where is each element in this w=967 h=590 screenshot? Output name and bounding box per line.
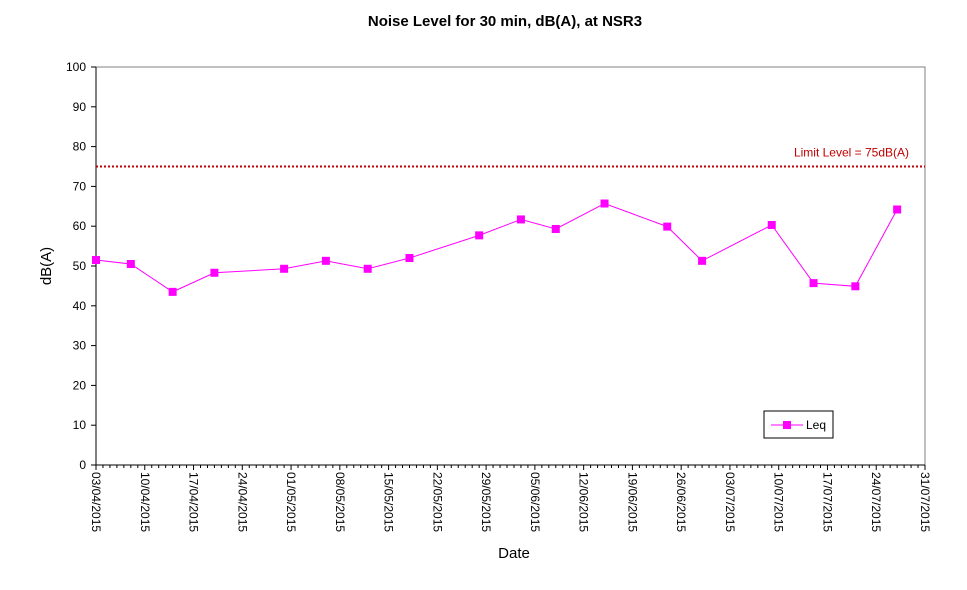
y-tick-label: 50 xyxy=(73,259,87,273)
y-tick-label: 10 xyxy=(73,418,87,432)
x-tick-label: 10/04/2015 xyxy=(138,472,152,532)
y-tick-label: 20 xyxy=(73,378,87,392)
x-axis: 03/04/2015 10/04/2015 17/04/2015 24/04/2015… xyxy=(89,464,932,532)
legend: Leq xyxy=(763,410,834,439)
data-point xyxy=(168,287,177,296)
x-tick-label: 05/06/2015 xyxy=(528,472,542,532)
x-tick-label: 12/06/2015 xyxy=(577,472,591,532)
y-tick-label: 90 xyxy=(73,100,87,114)
y-axis-label: dB(A) xyxy=(38,247,55,285)
limit-line-group: Limit Level = 75dB(A) xyxy=(96,146,925,168)
data-point xyxy=(280,264,289,273)
series-group xyxy=(92,199,902,296)
x-axis-label: Date xyxy=(498,545,530,562)
data-point xyxy=(851,282,860,291)
x-tick-label: 19/06/2015 xyxy=(625,472,639,532)
data-point xyxy=(126,260,135,269)
plot-area xyxy=(95,66,926,466)
y-tick-label: 70 xyxy=(73,179,87,193)
chart-title: Noise Level for 30 min, dB(A), at NSR3 xyxy=(368,13,642,30)
data-point xyxy=(551,224,560,233)
y-axis: 0 10 20 30 40 50 60 70 80 90 100 xyxy=(66,60,97,472)
data-point xyxy=(600,199,609,208)
x-tick-label: 22/05/2015 xyxy=(430,472,444,532)
y-tick-label: 100 xyxy=(66,60,86,74)
data-point xyxy=(809,279,818,288)
y-tick-label: 40 xyxy=(73,299,87,313)
x-tick-label: 31/07/2015 xyxy=(918,472,932,532)
x-tick-label: 01/05/2015 xyxy=(284,472,298,532)
x-tick-label: 24/04/2015 xyxy=(235,472,249,532)
x-tick-label: 15/05/2015 xyxy=(382,472,396,532)
data-point xyxy=(893,205,902,214)
x-tick-label: 17/04/2015 xyxy=(187,472,201,532)
legend-label: Leq xyxy=(806,418,826,432)
x-tick-label: 29/05/2015 xyxy=(479,472,493,532)
x-tick-label: 08/05/2015 xyxy=(333,472,347,532)
x-tick-label: 03/04/2015 xyxy=(89,472,103,532)
y-tick-label: 80 xyxy=(73,140,87,154)
y-tick-label: 60 xyxy=(73,219,87,233)
data-point xyxy=(767,221,776,230)
data-point xyxy=(698,256,707,265)
x-tick-label: 03/07/2015 xyxy=(723,472,737,532)
data-point xyxy=(210,268,219,277)
y-tick-label: 30 xyxy=(73,339,87,353)
data-point xyxy=(363,264,372,273)
data-point xyxy=(516,215,525,224)
data-point xyxy=(663,222,672,231)
legend-marker xyxy=(783,421,791,429)
data-point xyxy=(92,256,100,265)
x-tick-label: 26/06/2015 xyxy=(674,472,688,532)
data-point xyxy=(405,254,414,263)
series-line xyxy=(95,202,898,293)
x-tick-label: 17/07/2015 xyxy=(820,472,834,532)
data-point xyxy=(475,231,484,240)
data-point xyxy=(321,256,330,265)
limit-label: Limit Level = 75dB(A) xyxy=(794,146,909,160)
x-tick-label: 24/07/2015 xyxy=(869,472,883,532)
y-tick-label: 0 xyxy=(79,458,86,472)
x-tick-label: 10/07/2015 xyxy=(772,472,786,532)
